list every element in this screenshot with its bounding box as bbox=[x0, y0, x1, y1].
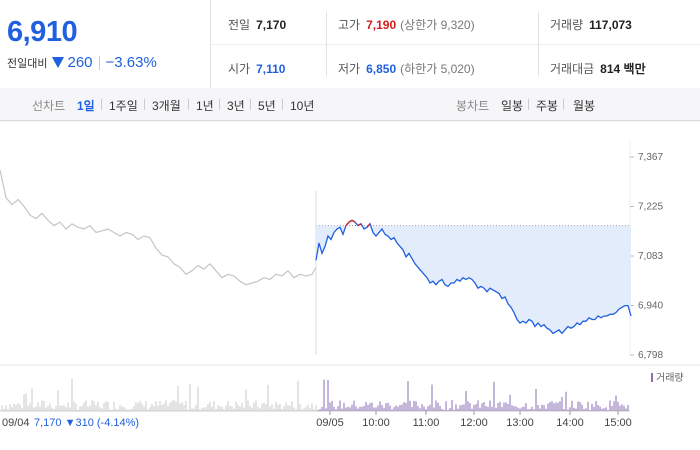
decline-area bbox=[316, 225, 631, 334]
prev-day-summary: 7,170 ▼310 (-4.14%) bbox=[34, 417, 139, 429]
above-prev-close-segment bbox=[357, 223, 362, 227]
tab-divider bbox=[563, 99, 564, 110]
row-divider bbox=[211, 44, 700, 45]
x-tick-label: 12:00 bbox=[460, 417, 488, 429]
tab-5year[interactable]: 5년 bbox=[258, 99, 276, 113]
stat-label: 저가 bbox=[338, 62, 361, 76]
prev-day-label: 09/04 bbox=[2, 417, 30, 429]
column-divider bbox=[326, 12, 327, 76]
down-triangle-icon bbox=[52, 57, 65, 68]
x-tick-label: 13:00 bbox=[506, 417, 534, 429]
tab-divider bbox=[250, 99, 251, 110]
stat-amount: 거래대금 814 백만 bbox=[550, 60, 646, 77]
x-tick-label: 10:00 bbox=[362, 417, 390, 429]
tab-divider bbox=[219, 99, 220, 110]
prev-day-line bbox=[0, 169, 317, 286]
volume-legend-label: 거래량 bbox=[656, 372, 684, 384]
tab-divider bbox=[528, 99, 529, 110]
y-tick-label: 7,225 bbox=[638, 202, 663, 213]
period-tabs: 선차트 1일 1주일 3개월 1년 3년 5년 10년 봉차트 일봉 주봉 월봉 bbox=[0, 88, 700, 121]
tab-divider bbox=[282, 99, 283, 110]
line-chart-title: 선차트 bbox=[32, 99, 66, 113]
stat-value: 6,850 bbox=[366, 62, 397, 76]
tab-1week[interactable]: 1주일 bbox=[109, 99, 138, 113]
change-percent: −3.63% bbox=[105, 54, 157, 71]
quote-panel: 6,910 전일대비 260 −3.63% 전일 7,170 고가 7,190 (상한… bbox=[0, 0, 700, 89]
tab-3month[interactable]: 3개월 bbox=[152, 99, 181, 113]
stat-value: 7,110 bbox=[256, 62, 286, 76]
change-value: 260 bbox=[67, 54, 93, 71]
tab-1day[interactable]: 1일 bbox=[77, 99, 95, 113]
stat-value: 7,170 bbox=[256, 18, 287, 32]
x-tick-label: 15:00 bbox=[604, 417, 632, 429]
tab-1year[interactable]: 1년 bbox=[196, 99, 214, 113]
x-tick-label: 11:00 bbox=[413, 417, 440, 429]
y-tick-label: 6,940 bbox=[638, 301, 663, 312]
column-divider bbox=[538, 12, 539, 76]
stat-volume: 거래량 117,073 bbox=[550, 16, 632, 33]
tab-weekly-candle[interactable]: 주봉 bbox=[536, 99, 559, 113]
volume-legend-swatch bbox=[651, 373, 653, 382]
y-tick-label: 7,367 bbox=[638, 152, 663, 163]
lower-limit: (하한가 5,020) bbox=[400, 62, 475, 76]
tab-divider bbox=[144, 99, 145, 110]
price-box: 6,910 전일대비 260 −3.63% bbox=[0, 0, 211, 88]
stat-label: 거래량 bbox=[550, 18, 584, 32]
above-prev-close-segment bbox=[348, 219, 353, 223]
tab-10year[interactable]: 10년 bbox=[290, 99, 315, 113]
y-tick-label: 6,798 bbox=[638, 350, 663, 361]
above-prev-close-segment bbox=[366, 223, 371, 228]
above-prev-close-segment bbox=[351, 219, 356, 223]
stat-label: 거래대금 bbox=[550, 62, 595, 76]
stat-label: 전일 bbox=[228, 18, 251, 32]
stat-open: 시가 7,110 bbox=[228, 60, 285, 77]
price-chart[interactable]: 7,367 7,225 7,083 6,940 6,798 거래량 09/05 10:00 11… bbox=[0, 121, 700, 450]
y-tick-label: 7,083 bbox=[638, 251, 663, 262]
stats-grid: 전일 7,170 고가 7,190 (상한가 9,320) 거래량 117,073 시가… bbox=[211, 0, 700, 88]
change-row: 전일대비 260 −3.63% bbox=[7, 54, 157, 71]
stat-label: 고가 bbox=[338, 18, 361, 32]
upper-limit: (상한가 9,320) bbox=[400, 18, 475, 32]
tab-3year[interactable]: 3년 bbox=[227, 99, 245, 113]
current-price: 6,910 bbox=[7, 16, 78, 48]
change-label: 전일대비 bbox=[7, 57, 48, 70]
stat-label: 시가 bbox=[228, 62, 251, 76]
stat-prev-close: 전일 7,170 bbox=[228, 16, 286, 33]
stat-value: 117,073 bbox=[589, 18, 632, 32]
tab-daily-candle[interactable]: 일봉 bbox=[501, 99, 524, 113]
stat-value: 7,190 bbox=[366, 18, 397, 32]
stat-high: 고가 7,190 (상한가 9,320) bbox=[338, 16, 475, 33]
divider bbox=[98, 55, 100, 70]
tab-monthly-candle[interactable]: 월봉 bbox=[573, 99, 596, 113]
stat-value: 814 백만 bbox=[600, 62, 646, 76]
x-tick-label: 14:00 bbox=[556, 417, 584, 429]
x-tick-label: 09/05 bbox=[316, 417, 344, 429]
candle-chart-title: 봉차트 bbox=[456, 99, 490, 113]
above-prev-close-segment bbox=[345, 221, 350, 226]
stat-low: 저가 6,850 (하한가 5,020) bbox=[338, 60, 475, 77]
tab-divider bbox=[188, 99, 189, 110]
tab-divider bbox=[101, 99, 102, 110]
